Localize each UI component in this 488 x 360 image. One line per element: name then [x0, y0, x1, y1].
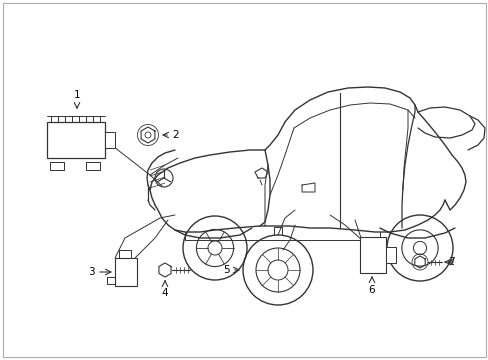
Text: 5: 5: [223, 265, 229, 275]
Text: 1: 1: [74, 90, 80, 100]
Text: 7: 7: [447, 257, 454, 267]
Text: 3: 3: [88, 267, 95, 277]
Bar: [47, 122, 105, 158]
Bar: [385, 247, 395, 263]
Bar: [115, 258, 137, 286]
Text: 2: 2: [172, 130, 178, 140]
Text: 4: 4: [162, 288, 168, 298]
Text: 6: 6: [368, 285, 375, 295]
Bar: [359, 237, 385, 273]
Bar: [105, 132, 115, 148]
